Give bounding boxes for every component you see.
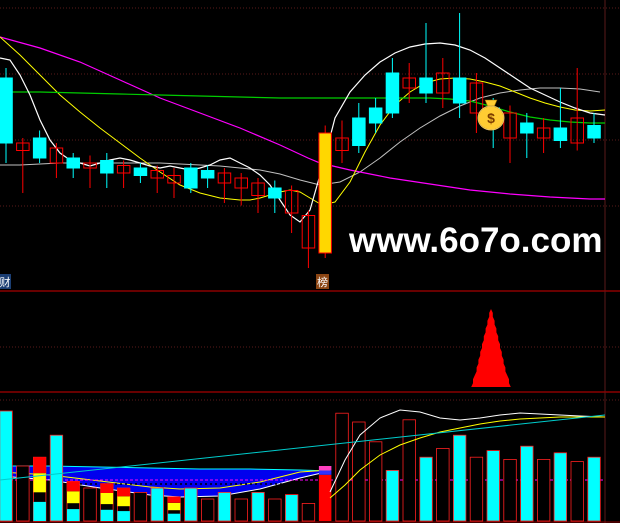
svg-text:$: $: [487, 110, 495, 126]
svg-text:www.6o7o.com: www.6o7o.com: [348, 221, 602, 260]
svg-text:财: 财: [0, 275, 11, 289]
svg-text:榜: 榜: [317, 275, 328, 289]
